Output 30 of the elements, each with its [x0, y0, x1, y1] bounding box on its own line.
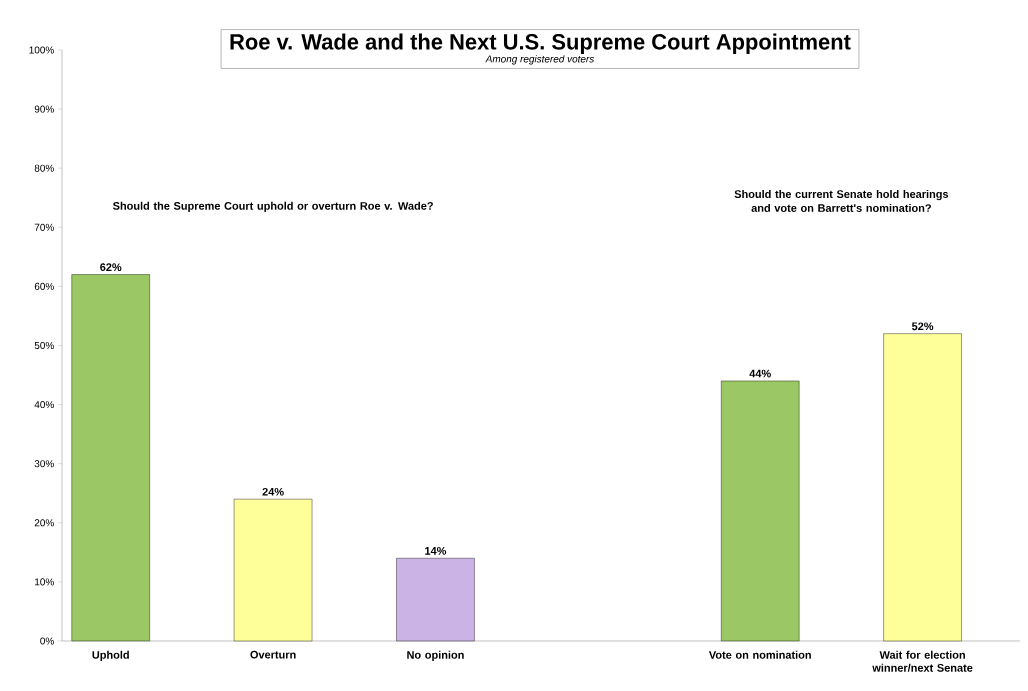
bar — [233, 498, 313, 642]
bar — [721, 380, 800, 642]
y-tick-label: 50% — [34, 341, 54, 350]
data-label: 14% — [425, 547, 447, 555]
bar — [883, 333, 962, 642]
data-label: 44% — [749, 369, 771, 378]
y-tick-label: 30% — [34, 460, 54, 468]
data-label: 62% — [100, 263, 122, 272]
bar — [71, 274, 150, 642]
annotation: Should the current Senate hold hearings and vote on Barrett's nomination? — [734, 189, 949, 212]
x-tick-label: Uphold — [92, 650, 129, 661]
chart-subtitle: Among registered voters — [485, 55, 595, 65]
y-tick-label: 0% — [40, 637, 54, 645]
bar — [396, 558, 475, 642]
chart-title: Roe v. Wade and the Next U.S. Supreme Court Appointment — [230, 33, 851, 54]
x-tick-label: Wait for election winner/next Senate — [872, 650, 973, 672]
y-tick-label: 10% — [35, 578, 54, 586]
y-tick-label: 60% — [34, 282, 54, 290]
y-tick-label: 20% — [34, 519, 54, 527]
y-tick-label: 80% — [34, 164, 54, 172]
x-tick-label: Overturn — [250, 650, 296, 659]
data-label: 52% — [911, 322, 934, 331]
y-tick-label: 100% — [29, 46, 54, 54]
y-tick-label: 70% — [34, 223, 54, 231]
annotation: Should the Supreme Court uphold or overturn Roe v. Wade? — [112, 201, 433, 212]
x-tick-label: No opinion — [407, 650, 464, 661]
x-tick-label: Vote on nomination — [708, 650, 811, 659]
y-tick-label: 90% — [34, 105, 54, 113]
y-tick-label: 40% — [34, 401, 54, 409]
data-label: 24% — [262, 487, 284, 496]
